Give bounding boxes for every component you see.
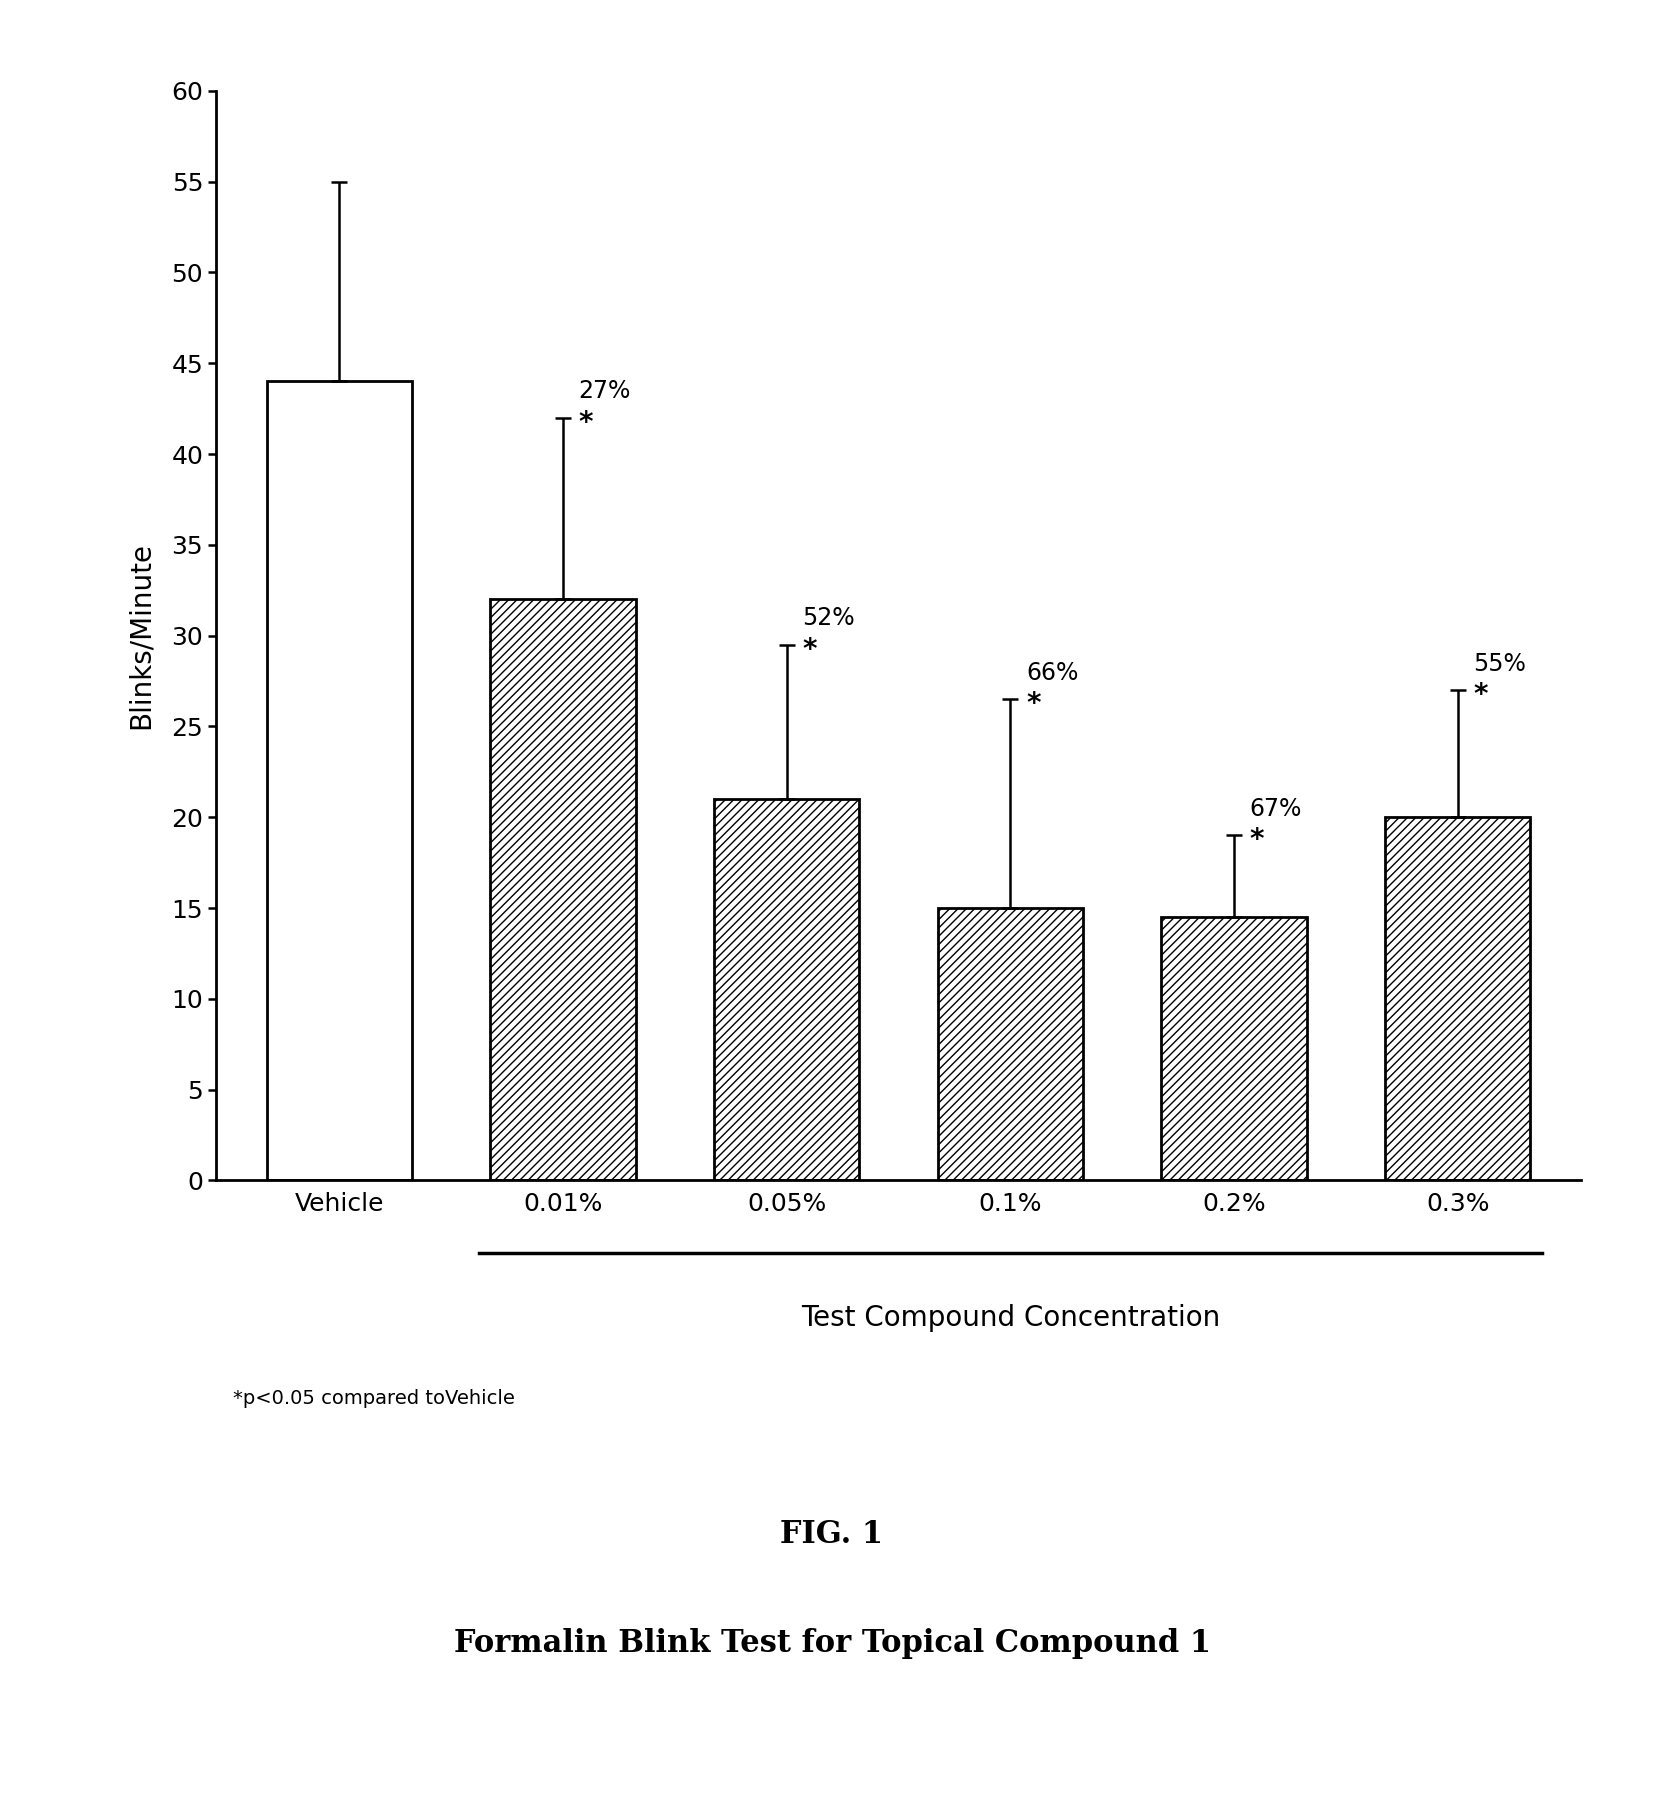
Bar <box>491 599 636 1180</box>
Text: 27%: 27% <box>579 380 631 403</box>
Text: *: * <box>1250 826 1265 854</box>
Text: *p<0.05 compared toVehicle: *p<0.05 compared toVehicle <box>233 1389 514 1407</box>
Text: FIG. 1: FIG. 1 <box>780 1518 884 1551</box>
Y-axis label: Blinks/Minute: Blinks/Minute <box>126 543 155 728</box>
Text: 67%: 67% <box>1250 797 1303 821</box>
Bar <box>266 381 413 1180</box>
Text: *: * <box>1027 690 1040 717</box>
Text: Formalin Blink Test for Topical Compound 1: Formalin Blink Test for Topical Compound… <box>454 1627 1210 1660</box>
Text: *: * <box>1473 681 1488 708</box>
Text: Test Compound Concentration: Test Compound Concentration <box>800 1304 1220 1331</box>
Bar <box>1384 817 1531 1180</box>
Text: *: * <box>802 636 817 663</box>
Bar <box>714 799 859 1180</box>
Bar <box>938 908 1083 1180</box>
Text: *: * <box>579 409 592 436</box>
Text: 66%: 66% <box>1027 661 1078 685</box>
Text: 55%: 55% <box>1473 652 1526 676</box>
Bar <box>1161 917 1306 1180</box>
Text: 52%: 52% <box>802 607 855 630</box>
